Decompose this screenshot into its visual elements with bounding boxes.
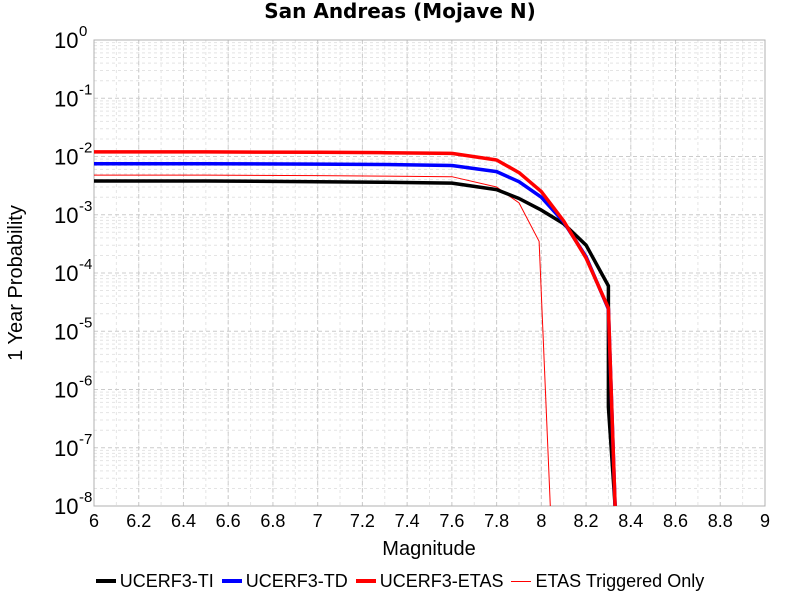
legend-swatch-ucerf3-ti [95,579,116,583]
legend-label-etas-triggered-only: ETAS Triggered Only [535,570,705,591]
y-tick-label: 10 [54,261,78,286]
x-tick-label: 7.2 [350,511,375,531]
x-tick-label: 7.4 [395,511,420,531]
legend-item-ucerf3-etas: UCERF3-ETAS [355,570,504,592]
legend-swatch-ucerf3-etas [355,579,376,583]
y-tick-exponent: -8 [79,489,92,506]
y-tick-exponent: -5 [79,314,92,331]
x-tick-label: 8 [536,511,546,531]
legend-swatch-etas-triggered-only [511,580,532,582]
x-tick-label: 8.8 [708,511,733,531]
x-tick-label: 7.8 [484,511,509,531]
x-tick-label: 8.2 [574,511,599,531]
legend-swatch-ucerf3-td [221,579,242,583]
y-tick-label: 10 [54,494,78,519]
legend-item-ucerf3-ti: UCERF3-TI [95,570,214,592]
series-layer [94,150,617,507]
legend-label-ucerf3-ti: UCERF3-TI [119,570,214,591]
y-tick-label: 10 [54,145,78,170]
legend-label-ucerf3-etas: UCERF3-ETAS [379,570,504,591]
y-tick-label: 10 [54,203,78,228]
legend-label-ucerf3-td: UCERF3-TD [245,570,348,591]
x-tick-label: 6.2 [126,511,151,531]
y-tick-label: 10 [54,86,78,111]
y-tick-exponent: -6 [79,373,92,390]
series-line-ucerf3-etas [94,150,617,507]
legend: UCERF3-TI UCERF3-TD UCERF3-ETAS ETAS Tri… [0,568,800,594]
legend-item-etas-triggered-only: ETAS Triggered Only [511,571,704,592]
y-tick-label: 10 [54,319,78,344]
x-tick-label: 9 [760,511,770,531]
y-tick-exponent: -4 [79,256,92,273]
x-axis-label: Magnitude [382,538,475,560]
series-line-ucerf3-ti [94,179,617,507]
x-tick-label: 6.6 [216,511,241,531]
y-tick-exponent: -2 [79,140,92,157]
x-tick-label: 6.4 [171,511,196,531]
x-axis-ticks: 6 6.2 6.4 6.6 6.8 7 7.2 7.4 7.6 7.8 8 8.2 8.4 8.6 8.8 9 [89,511,770,531]
y-tick-label: 10 [54,436,78,461]
y-tick-label: 10 [54,378,78,403]
x-tick-label: 7.6 [439,511,464,531]
x-tick-label: 8.4 [618,511,643,531]
chart-title: San Andreas (Mojave N) [264,0,536,23]
legend-item-ucerf3-td: UCERF3-TD [221,570,348,592]
chart: San Andreas (Mojave N) 6 6.2 6.4 6.6 6.8 7 7.2… [5,0,770,560]
series-line-etas-triggered-only [94,174,551,507]
y-tick-exponent: 0 [79,23,87,40]
y-tick-exponent: -7 [79,431,92,448]
grid-minor [93,40,766,506]
plot-frame [93,39,766,507]
x-tick-label: 8.6 [663,511,688,531]
y-tick-label: 10 [54,28,78,53]
x-tick-label: 7 [313,511,323,531]
x-tick-label: 6.8 [260,511,285,531]
x-tick-label: 6 [89,511,99,531]
y-tick-exponent: -3 [79,198,92,215]
y-axis-label: 1 Year Probability [5,205,27,361]
y-tick-exponent: -1 [79,81,92,98]
